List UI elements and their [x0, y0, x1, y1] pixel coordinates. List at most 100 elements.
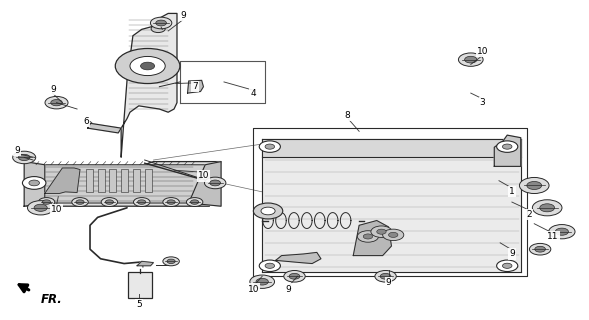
Text: 7: 7	[192, 82, 197, 91]
Text: 10: 10	[51, 205, 62, 214]
Polygon shape	[121, 169, 128, 192]
Polygon shape	[33, 165, 205, 203]
Circle shape	[141, 62, 155, 70]
Circle shape	[186, 197, 203, 206]
Polygon shape	[187, 80, 203, 93]
Text: 6: 6	[83, 117, 89, 126]
Text: 11: 11	[547, 232, 559, 241]
Circle shape	[167, 259, 175, 264]
Circle shape	[190, 200, 198, 204]
Circle shape	[458, 53, 483, 66]
Circle shape	[555, 228, 568, 235]
Circle shape	[289, 273, 300, 279]
Polygon shape	[262, 139, 521, 157]
Circle shape	[45, 96, 68, 109]
Circle shape	[210, 180, 220, 186]
Polygon shape	[88, 123, 121, 133]
Polygon shape	[133, 169, 140, 192]
Text: 9: 9	[509, 250, 515, 259]
Circle shape	[502, 263, 512, 268]
FancyBboxPatch shape	[128, 272, 153, 298]
Text: 5: 5	[136, 300, 142, 309]
Circle shape	[371, 226, 392, 237]
Circle shape	[519, 178, 549, 194]
Circle shape	[527, 181, 542, 189]
Circle shape	[358, 231, 379, 242]
Polygon shape	[24, 162, 221, 206]
Circle shape	[29, 180, 39, 186]
Circle shape	[540, 204, 555, 212]
Circle shape	[22, 177, 46, 189]
Text: 10: 10	[198, 172, 209, 180]
Circle shape	[76, 200, 84, 204]
Circle shape	[138, 200, 146, 204]
Circle shape	[38, 197, 55, 206]
Circle shape	[72, 197, 88, 206]
Polygon shape	[98, 169, 105, 192]
Circle shape	[502, 144, 512, 149]
Circle shape	[383, 229, 404, 241]
Circle shape	[34, 204, 47, 212]
Circle shape	[259, 141, 280, 152]
Circle shape	[465, 56, 477, 63]
Circle shape	[250, 275, 274, 288]
Polygon shape	[137, 261, 154, 266]
Circle shape	[549, 225, 575, 239]
Circle shape	[265, 263, 274, 268]
Circle shape	[167, 200, 175, 204]
Circle shape	[377, 229, 386, 234]
Polygon shape	[45, 168, 80, 194]
Text: 4: 4	[250, 89, 256, 98]
Text: 3: 3	[479, 98, 485, 107]
Circle shape	[42, 200, 51, 204]
Text: 10: 10	[477, 47, 488, 56]
Polygon shape	[145, 169, 152, 192]
Circle shape	[130, 56, 166, 76]
Polygon shape	[262, 139, 521, 271]
Circle shape	[204, 177, 226, 189]
Circle shape	[155, 20, 167, 26]
Text: 9: 9	[180, 11, 186, 20]
Text: FR.: FR.	[41, 293, 62, 306]
Text: 9: 9	[14, 146, 20, 155]
Text: 9: 9	[386, 278, 392, 287]
Circle shape	[535, 246, 545, 252]
Polygon shape	[86, 169, 93, 192]
Polygon shape	[110, 169, 117, 192]
Polygon shape	[24, 162, 45, 206]
Circle shape	[51, 100, 62, 106]
Circle shape	[151, 25, 166, 33]
Circle shape	[375, 270, 396, 282]
Circle shape	[284, 270, 305, 282]
Polygon shape	[494, 135, 521, 166]
Circle shape	[363, 234, 373, 239]
Text: 1: 1	[509, 188, 515, 196]
Circle shape	[530, 244, 551, 255]
Circle shape	[265, 144, 274, 149]
Text: 2: 2	[527, 210, 532, 219]
Polygon shape	[276, 252, 321, 264]
Polygon shape	[121, 13, 177, 157]
Circle shape	[101, 197, 118, 206]
Circle shape	[261, 207, 275, 215]
Polygon shape	[188, 162, 221, 206]
Circle shape	[256, 278, 269, 285]
Circle shape	[259, 260, 280, 271]
Circle shape	[115, 49, 180, 84]
Text: 8: 8	[345, 111, 350, 120]
Text: 9: 9	[51, 85, 57, 94]
Circle shape	[497, 260, 518, 271]
Circle shape	[150, 17, 172, 29]
Circle shape	[380, 273, 391, 279]
Circle shape	[389, 232, 398, 237]
Circle shape	[163, 257, 179, 266]
Circle shape	[18, 154, 30, 161]
Circle shape	[28, 201, 54, 215]
Polygon shape	[353, 220, 392, 256]
Circle shape	[13, 151, 36, 164]
Circle shape	[134, 197, 150, 206]
Text: 10: 10	[247, 284, 259, 293]
Text: 9: 9	[286, 284, 292, 293]
Circle shape	[253, 203, 283, 219]
Circle shape	[105, 200, 114, 204]
